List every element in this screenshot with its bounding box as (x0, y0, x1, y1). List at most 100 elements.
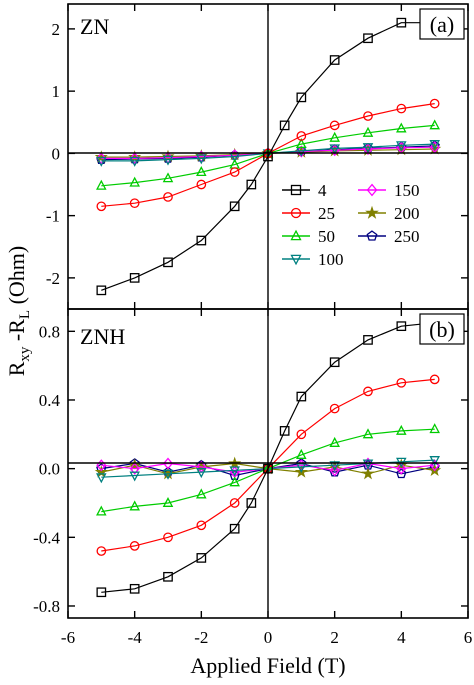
data-point-50-a-3 (196, 166, 207, 177)
x-tick-label-1: -4 (128, 628, 143, 647)
data-point-100-b-8 (362, 459, 374, 470)
y-tick-label-a-0: 2 (52, 20, 61, 39)
data-point-4-b-0 (96, 587, 107, 598)
panel-a-yaxis: 2 1 0 -1 -2 (46, 20, 468, 288)
data-point-100-a-0 (96, 156, 107, 167)
data-point-150-b-2 (162, 457, 174, 470)
data-point-100-b-3 (196, 468, 207, 479)
data-point-50-b-3 (196, 488, 207, 499)
data-point-100-a-9 (396, 141, 407, 152)
legend-label-50: 50 (318, 227, 335, 246)
data-point-25-a-1 (129, 198, 140, 209)
data-point-25-a-6 (296, 131, 307, 141)
panel-b-label: ZNH (80, 324, 125, 349)
data-point-50-b-10 (429, 423, 440, 434)
data-point-4-b-2 (163, 571, 173, 582)
data-point-25-a-3 (196, 179, 207, 190)
y-tick-label-b-2: 0.0 (39, 460, 60, 479)
y-axis-title-r: R (4, 361, 29, 376)
data-point-100-a-10 (429, 140, 440, 151)
panel-a-label: ZN (80, 14, 109, 39)
legend-label-25: 25 (318, 204, 335, 223)
y-tick-label-b-0: 0.8 (39, 322, 60, 341)
y-tick-label-b-1: 0.4 (39, 391, 61, 410)
legend-item-50: 50 (282, 227, 335, 246)
data-point-50-a-6 (296, 138, 307, 149)
panel-b-yaxis: 0.8 0.4 0.0 -0.4 -0.8 (33, 322, 468, 616)
legend-marker-200 (365, 205, 379, 219)
legend-item-150: 150 (358, 181, 420, 200)
panel-a-tag: (a) (430, 12, 454, 37)
data-point-100-a-3 (196, 154, 207, 165)
data-point-50-b-7 (329, 436, 340, 447)
data-point-100-b-0 (96, 473, 107, 484)
data-point-200-b-8 (361, 466, 375, 480)
data-point-25-b-3 (196, 520, 207, 531)
data-point-25-b-1 (129, 541, 140, 551)
legend-item-25: 25 (282, 204, 335, 223)
legend-label-250: 250 (394, 227, 420, 246)
data-point-4-b-3 (196, 553, 207, 563)
data-point-25-b-0 (96, 546, 107, 556)
data-point-25-a-2 (163, 192, 173, 202)
data-point-50-b-4 (229, 476, 240, 487)
data-point-50-a-2 (162, 172, 174, 183)
y-tick-label-b-4: -0.8 (33, 597, 60, 616)
panel-b: 0.8 0.4 0.0 -0.4 -0.8 ZNH (b) (33, 308, 469, 619)
y-tick-label-a-1: 1 (52, 82, 61, 101)
data-point-25-b-10 (429, 374, 440, 385)
panel-b-tag-box (419, 313, 465, 345)
data-point-150-b-7 (329, 464, 340, 477)
x-axis-title: Applied Field (T) (190, 653, 345, 678)
legend-label-100: 100 (318, 250, 344, 269)
data-point-4-b-7 (279, 426, 290, 436)
legend-label-4: 4 (318, 181, 327, 200)
y-axis-title-sub-l: L (17, 310, 33, 319)
data-point-50-a-9 (396, 122, 407, 133)
data-point-4-b-10 (363, 335, 373, 345)
y-axis-title-mid: -R (4, 319, 29, 347)
data-point-200-b-1 (128, 458, 142, 471)
legend-label-150: 150 (394, 181, 420, 200)
legend-marker-4 (290, 184, 302, 196)
data-point-25-a-10 (429, 98, 440, 109)
y-tick-label-b-3: -0.4 (33, 528, 60, 547)
data-point-4-a-8 (296, 92, 307, 103)
data-point-50-a-7 (329, 131, 340, 142)
legend-marker-250 (366, 230, 378, 241)
data-point-25-a-8 (363, 111, 373, 121)
data-point-25-b-2 (163, 532, 173, 543)
data-point-4-a-0 (96, 285, 107, 296)
data-point-100-a-8 (362, 143, 374, 154)
data-point-25-b-8 (363, 386, 373, 397)
y-tick-label-a-2: 0 (52, 144, 61, 163)
y-tick-label-a-3: -1 (46, 207, 60, 226)
legend-item-250: 250 (358, 227, 420, 246)
data-point-4-b-5 (246, 498, 257, 508)
data-point-4-b-11 (396, 321, 407, 332)
data-point-4-a-2 (163, 257, 173, 268)
y-axis-title-sub-xy: xy (17, 346, 33, 362)
data-point-150-b-9 (396, 462, 407, 475)
y-axis-title-unit: (Ohm) (4, 246, 29, 310)
panel-a: 2 1 0 -1 -2 ZN (a) 4 25 50 100 150 200 250 (46, 3, 469, 310)
data-point-50-b-1 (129, 500, 140, 511)
data-point-4-a-7 (279, 120, 290, 131)
data-point-4-a-4 (229, 201, 240, 212)
data-point-25-a-9 (396, 103, 407, 114)
legend-item-4: 4 (282, 181, 327, 200)
data-point-25-b-6 (296, 429, 307, 440)
legend-marker-150 (366, 183, 378, 197)
data-point-100-b-10 (429, 456, 440, 467)
data-point-150-a-0 (96, 152, 107, 165)
x-tick-label-4: 2 (330, 628, 339, 647)
data-point-4-b-4 (229, 523, 240, 534)
data-point-4-b-8 (296, 391, 307, 402)
data-point-50-b-9 (396, 424, 407, 435)
data-point-25-a-4 (229, 167, 240, 177)
data-point-100-b-1 (129, 471, 140, 482)
x-tick-label-6: 6 (464, 628, 473, 647)
data-point-50-a-1 (129, 176, 140, 187)
data-point-100-b-2 (162, 469, 174, 480)
